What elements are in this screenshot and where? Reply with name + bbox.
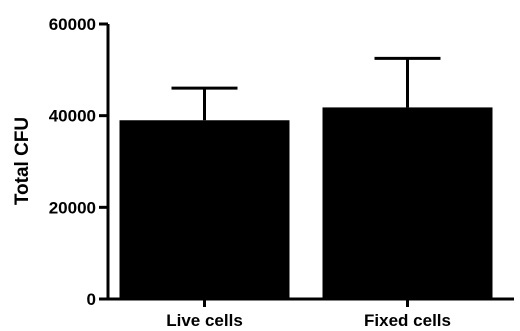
error-bars bbox=[171, 56, 441, 121]
y-axis: 0 20000 40000 60000 bbox=[49, 15, 110, 309]
x-axis: Live cells Fixed cells bbox=[106, 297, 514, 330]
y-tick-label: 0 bbox=[87, 290, 96, 309]
x-tick-label: Fixed cells bbox=[364, 311, 451, 330]
x-tick-label: Live cells bbox=[166, 311, 243, 330]
y-tick-label: 60000 bbox=[49, 15, 96, 34]
y-tick-label: 20000 bbox=[49, 198, 96, 217]
bar bbox=[322, 107, 493, 300]
bar bbox=[119, 120, 290, 299]
bars bbox=[119, 107, 493, 300]
y-axis-title: Total CFU bbox=[12, 117, 33, 205]
y-tick-label: 40000 bbox=[49, 107, 96, 126]
